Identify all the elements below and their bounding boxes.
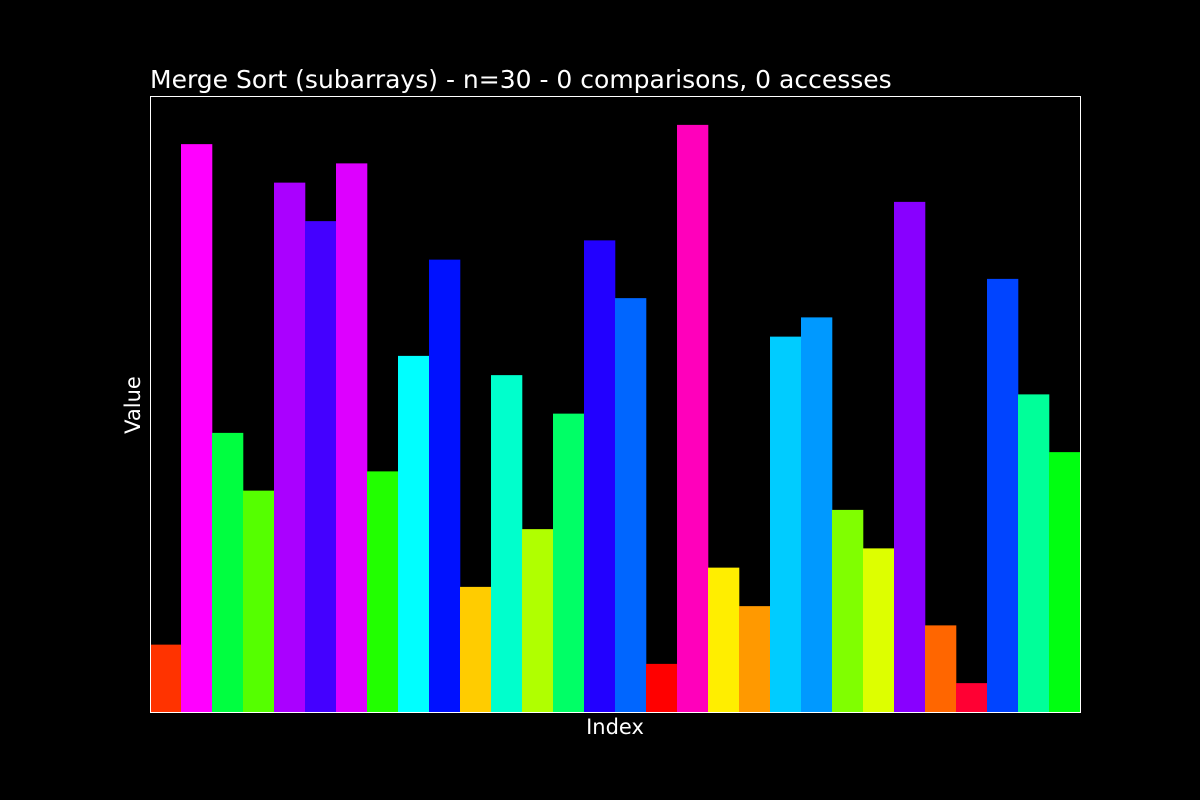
bar-29 (1049, 452, 1081, 713)
bar-10 (460, 586, 492, 713)
bar-16 (646, 663, 678, 713)
bar-14 (584, 240, 616, 713)
bar-9 (429, 259, 461, 713)
bar-4 (274, 182, 306, 713)
bar-22 (832, 509, 864, 713)
bar-5 (305, 221, 337, 713)
plot-frame (150, 96, 1081, 713)
x-axis-label: Index (586, 715, 644, 739)
bar-7 (367, 471, 399, 713)
bar-0 (150, 644, 182, 713)
bar-17 (677, 124, 709, 713)
bar-20 (770, 336, 802, 713)
bar-3 (243, 490, 275, 713)
bar-12 (522, 529, 554, 713)
bar-21 (801, 317, 833, 713)
bars-group (150, 124, 1081, 713)
bar-23 (863, 548, 895, 713)
chart-title: Merge Sort (subarrays) - n=30 - 0 compar… (150, 65, 892, 94)
bar-2 (212, 432, 244, 713)
bar-24 (894, 201, 926, 713)
y-axis-label: Value (121, 376, 145, 434)
bar-19 (739, 606, 771, 713)
bar-11 (491, 375, 523, 713)
bar-26 (956, 683, 988, 713)
bar-27 (987, 278, 1019, 713)
bar-6 (336, 163, 368, 713)
bar-8 (398, 355, 430, 713)
bar-13 (553, 413, 585, 713)
bar-18 (708, 567, 740, 713)
bar-15 (615, 298, 647, 713)
bar-25 (925, 625, 957, 713)
bar-1 (181, 144, 213, 713)
bar-28 (1018, 394, 1050, 713)
